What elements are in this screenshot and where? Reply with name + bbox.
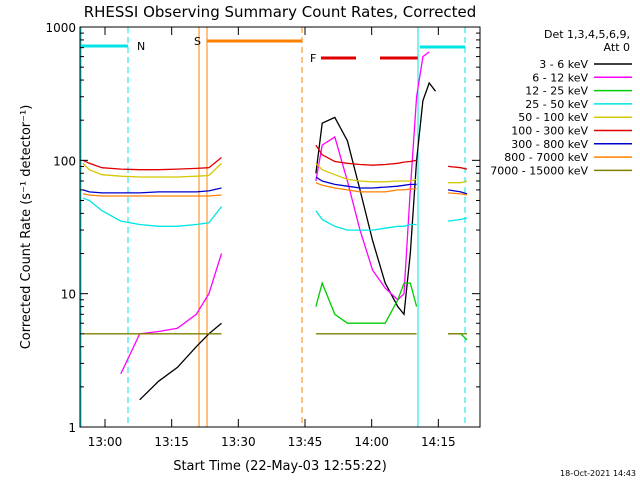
generated-timestamp: 18-Oct-2021 14:43 [560, 469, 636, 478]
flag-label: N [137, 40, 145, 53]
series-line [82, 193, 222, 197]
series-line [448, 192, 468, 196]
x-tick-label: 13:15 [154, 435, 189, 449]
series-line [82, 156, 222, 171]
legend-entry-label: 12 - 25 keV [525, 85, 588, 98]
series-line [315, 176, 417, 189]
series-line [139, 322, 222, 401]
plot-frame [79, 26, 481, 428]
x-axis: 13:00 13:15 13:30 13:45 14:00 14:15 [88, 27, 456, 449]
legend-entry-label: 300 - 800 keV [511, 138, 588, 151]
legend-entry-label: 50 - 100 keV [518, 111, 588, 124]
series-line [82, 162, 222, 178]
series-line [448, 217, 468, 222]
series-line [315, 182, 417, 193]
x-tick-label: 13:30 [221, 435, 256, 449]
plot-series [82, 51, 468, 401]
x-tick-label: 14:15 [421, 435, 456, 449]
series-line [315, 281, 418, 324]
y-tick-label: 1000 [45, 21, 76, 35]
legend-entry-label: 25 - 50 keV [525, 98, 588, 111]
x-tick-label: 13:45 [288, 435, 323, 449]
series-line [448, 333, 468, 341]
series-line [315, 51, 430, 301]
chart-title: RHESSI Observing Summary Count Rates, Co… [84, 3, 477, 21]
series-line [120, 253, 223, 375]
series-line [315, 144, 417, 166]
flag-label: S [194, 35, 201, 48]
legend-entry-label: 7000 - 15000 keV [490, 164, 588, 177]
legend-entry-label: 6 - 12 keV [532, 71, 588, 84]
y-tick-label: 10 [61, 288, 76, 302]
x-axis-label: Start Time (22-May-03 12:55:22) [173, 459, 387, 474]
series-line [448, 180, 468, 184]
x-tick-label: 13:00 [88, 435, 123, 449]
series-line [315, 162, 417, 183]
series-line [82, 197, 223, 227]
y-tick-label: 1 [68, 421, 76, 435]
x-tick-label: 14:00 [354, 435, 389, 449]
flag-label: F [310, 52, 316, 65]
legend-title: Att 0 [604, 41, 630, 54]
legend-entry-label: 100 - 300 keV [511, 125, 588, 138]
legend-entry-label: 3 - 6 keV [539, 58, 588, 71]
series-line [448, 165, 468, 170]
y-tick-label: 100 [53, 154, 76, 168]
legend-title: Det 1,3,4,5,6,9, [544, 28, 630, 41]
legend-entry-label: 800 - 7000 keV [504, 151, 588, 164]
y-axis-label: Corrected Count Rate (s⁻¹ detector⁻¹) [19, 105, 34, 350]
y-axis: 1 10 100 1000 [45, 21, 480, 435]
series-line [315, 210, 417, 231]
observing-flags: N S F [80, 27, 466, 427]
series-line [447, 189, 468, 195]
series-line [82, 187, 222, 194]
series-line [315, 81, 437, 316]
